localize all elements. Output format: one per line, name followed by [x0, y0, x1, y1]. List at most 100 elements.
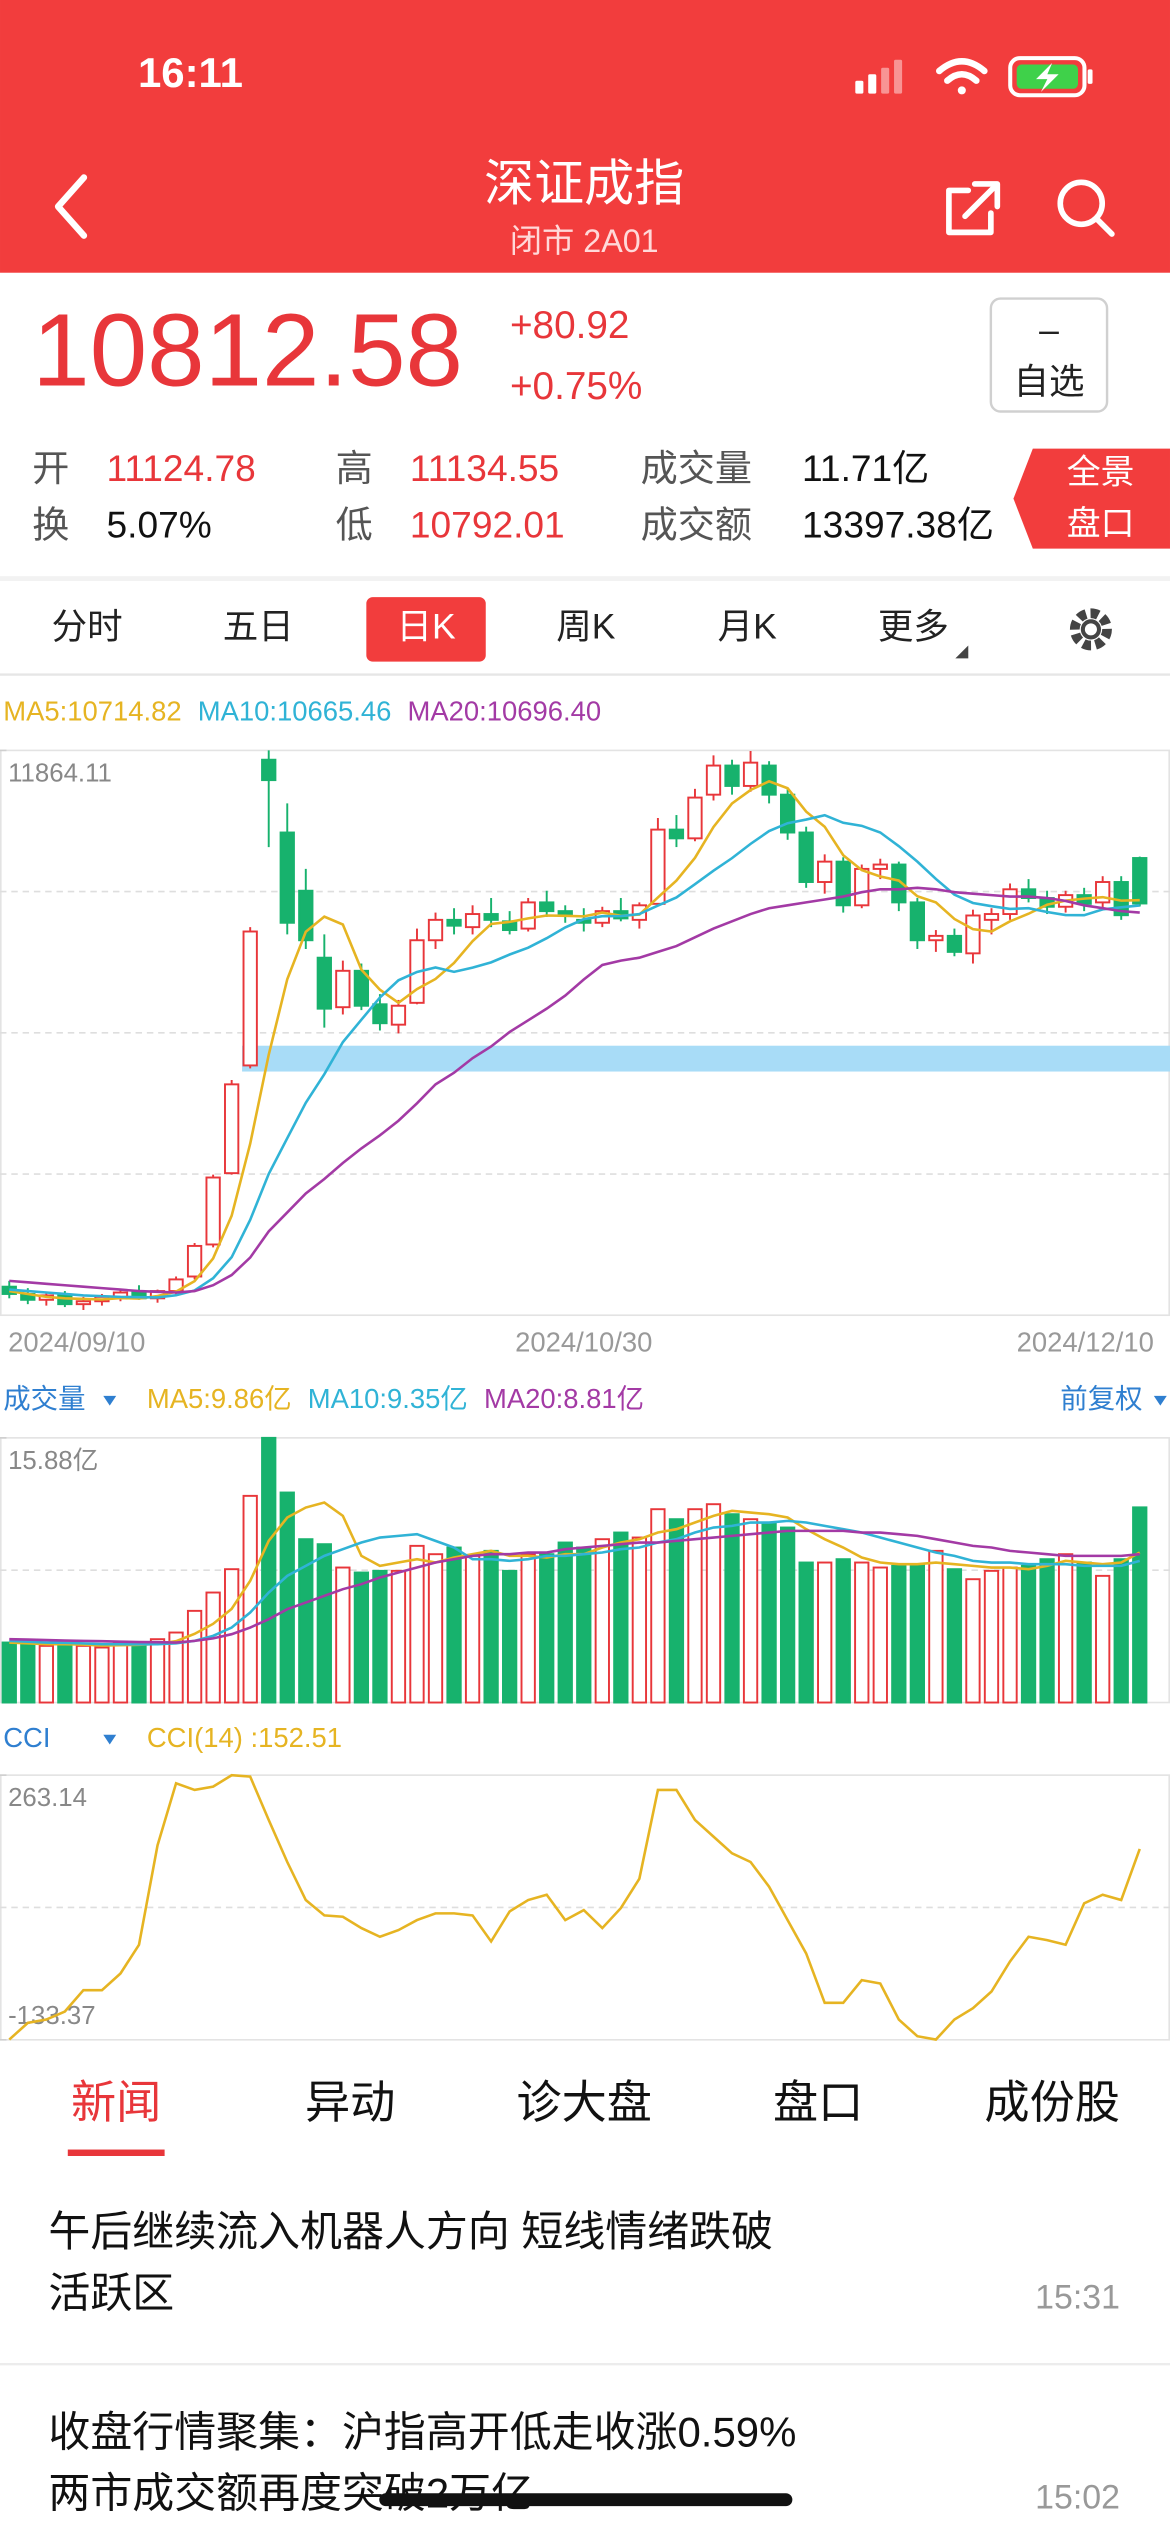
settings-button[interactable] [1069, 608, 1112, 651]
last-price: 10812.58 [32, 293, 463, 408]
candle-body [205, 1176, 221, 1246]
news-headline: 午后继续流入机器人方向 短线情绪跌破 [48, 2208, 773, 2255]
indicator-line [9, 1529, 1140, 1644]
volume-bar [1020, 1564, 1037, 1704]
volume-bar [1, 1641, 17, 1704]
stat-value: 13397.38亿 [802, 503, 994, 545]
candle-body [872, 863, 888, 870]
price-change-percent: +0.75% [510, 365, 642, 408]
volume-bar [576, 1546, 592, 1704]
period-tab[interactable]: 分时 [52, 607, 123, 647]
volume-bar [724, 1513, 740, 1704]
volume-bar [261, 1436, 277, 1704]
volume-bar [168, 1631, 184, 1704]
candle-body [817, 860, 833, 883]
volume-bar [520, 1553, 536, 1704]
volume-bar [205, 1591, 221, 1704]
volume-bar [1057, 1553, 1074, 1704]
period-tab[interactable]: 日K [396, 607, 456, 647]
candle-body [372, 1003, 388, 1025]
volume-bar [483, 1549, 499, 1704]
candle-body [631, 904, 648, 921]
volume-bar [131, 1643, 147, 1704]
signal-icon [855, 59, 903, 94]
volume-bar [112, 1641, 129, 1704]
stat-value: 10792.01 [410, 503, 565, 545]
candle-body [668, 828, 685, 840]
volume-bar [1002, 1566, 1018, 1704]
stat-label: 成交量 [641, 447, 752, 489]
candle-body [854, 867, 870, 907]
indicator-selector[interactable]: 成交量 [3, 1383, 85, 1414]
volume-bar [891, 1564, 907, 1704]
volume-bar [1039, 1558, 1055, 1704]
watchlist-icon: – [1039, 310, 1059, 350]
news-headline: 两市成交额再度突破2万亿 [48, 2470, 533, 2517]
candle-body [464, 913, 481, 929]
watchlist-button[interactable]: – 自选 [989, 297, 1109, 413]
volume-bar [298, 1538, 314, 1704]
volume-bar [983, 1569, 1000, 1704]
stat-value: 11.71亿 [802, 447, 929, 489]
volume-bar [390, 1569, 407, 1704]
news-tab[interactable]: 异动 [305, 2077, 395, 2128]
volume-bar [186, 1609, 203, 1704]
stat-label: 高 [336, 447, 373, 489]
volume-bar [242, 1494, 258, 1704]
y-tick-label: 15.88亿 [8, 1446, 98, 1475]
wifi-icon [935, 58, 988, 95]
adjust-selector[interactable]: 前复权 [1060, 1383, 1142, 1414]
status-time: 16:11 [138, 49, 243, 96]
candle-body [891, 863, 907, 904]
tab-underline [67, 2149, 165, 2156]
volume-bar [1113, 1558, 1129, 1704]
news-tab[interactable]: 成份股 [984, 2077, 1120, 2128]
news-item[interactable]: 收盘行情聚集：沪指高开低走收涨0.59% 两市成交额再度突破2万亿 15:02 [48, 2408, 1120, 2516]
period-tab[interactable]: 月K [718, 607, 778, 647]
candle-body [1020, 888, 1037, 899]
period-tabs: 分时 五日 日K 周K 月K 更多 [52, 597, 969, 662]
share-button[interactable] [946, 181, 1001, 236]
candle-body [687, 796, 703, 840]
volume-bar [798, 1561, 814, 1704]
volume-bar [409, 1544, 425, 1704]
stat-label: 换 [32, 503, 69, 545]
candle-body [779, 793, 796, 834]
header-background [0, 0, 1170, 273]
volume-bar [613, 1531, 629, 1704]
news-headline: 活跃区 [48, 2269, 174, 2316]
candle-body [483, 913, 499, 921]
plot-frame [0, 1774, 1170, 2041]
candle-body [224, 1083, 240, 1175]
legend-entry: MA10:10665.46 [198, 696, 392, 727]
legend-entry: MA20:10696.40 [408, 696, 602, 727]
stat-value: 11134.55 [410, 447, 559, 489]
news-tab[interactable]: 诊大盘 [516, 2077, 652, 2128]
volume-bar [353, 1571, 370, 1704]
news-tab[interactable]: 新闻 [71, 2077, 161, 2128]
candle-body [520, 901, 536, 930]
back-button[interactable] [54, 174, 88, 239]
stat-label: 开 [32, 447, 69, 489]
period-tab[interactable]: 五日 [223, 607, 294, 647]
volume-bar [946, 1568, 963, 1704]
selected-tab-background [366, 597, 486, 662]
panorama-label: 全景 [1067, 453, 1135, 491]
candle-body [446, 918, 462, 927]
period-tab[interactable]: 更多 [878, 607, 949, 647]
search-button[interactable] [1057, 179, 1115, 237]
volume-bar [316, 1543, 332, 1704]
news-tabs: 新闻 异动 诊大盘 盘口 成份股 [67, 2077, 1120, 2156]
news-tab[interactable]: 盘口 [773, 2077, 863, 2128]
stat-label: 成交额 [641, 503, 752, 545]
volume-bar [650, 1508, 666, 1704]
panorama-button[interactable]: 全景 盘口 [1013, 448, 1170, 549]
volume-bar [909, 1563, 925, 1704]
indicator-selector[interactable]: CCI [3, 1722, 50, 1753]
period-tab[interactable]: 周K [556, 607, 616, 647]
y-tick-label: 11864.11 [8, 759, 112, 787]
plot-frame [0, 749, 1170, 1317]
legend-entry: MA5:10714.82 [3, 696, 181, 727]
